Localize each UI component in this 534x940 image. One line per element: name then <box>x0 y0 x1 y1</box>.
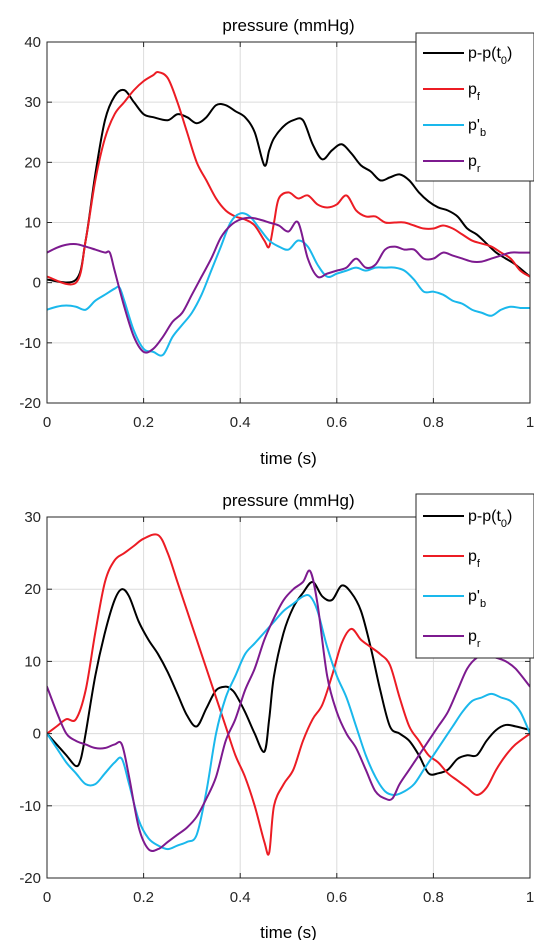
x-tick-label: 0.4 <box>230 414 251 431</box>
chart-title: pressure (mmHg) <box>222 491 354 510</box>
y-tick-label: 30 <box>24 94 41 111</box>
y-tick-label: 0 <box>33 275 41 292</box>
series-group <box>47 533 530 856</box>
chart-1: 0 0.2 0.4 0.6 0.8 1 -20 -10 0 10 20 30 40 pressure (m… <box>19 16 534 468</box>
series-line-pr <box>47 569 530 853</box>
legend-label-subscript: f <box>477 558 481 570</box>
y-tick-label: -10 <box>19 798 41 815</box>
chart-title: pressure (mmHg) <box>222 16 354 35</box>
x-tick-label: 0.8 <box>423 889 444 906</box>
legend-label-subscript: b <box>480 127 486 139</box>
y-tick-label: 0 <box>33 726 41 743</box>
x-tick-label: 0.2 <box>133 414 154 431</box>
legend-label-subscript: 0 <box>501 518 507 530</box>
legend-label-main: p <box>468 153 477 170</box>
legend-label-pr: pr <box>468 628 481 650</box>
legend-box <box>415 32 534 182</box>
legend-label-main: p' <box>468 117 480 134</box>
y-tick-label: -10 <box>19 335 41 352</box>
legend-label-pr: pr <box>468 153 481 175</box>
y-tick-label: 30 <box>24 509 41 526</box>
legend-label-tail: ) <box>507 508 512 525</box>
series-line-p_minus_p0 <box>47 580 530 776</box>
x-tick-label: 0 <box>43 414 51 431</box>
x-tick-label: 0.6 <box>326 889 347 906</box>
y-tick-label: 20 <box>24 154 41 171</box>
axes-box <box>46 516 531 879</box>
series-line-pr <box>47 216 530 354</box>
legend-label-pb: p'b <box>468 588 486 610</box>
x-axis-label: time (s) <box>260 923 317 940</box>
legend-label-pf: pf <box>468 548 481 570</box>
x-tick-label: 0 <box>43 889 51 906</box>
x-tick-label: 1 <box>526 414 534 431</box>
legend-label-pb: p'b <box>468 117 486 139</box>
legend: p-p(t0)pfp'bpr <box>415 32 534 182</box>
x-tick-label: 0.8 <box>423 414 444 431</box>
x-tick-label: 0.2 <box>133 889 154 906</box>
legend-label-main: p-p(t <box>468 508 501 525</box>
x-tick-label: 0.6 <box>326 414 347 431</box>
legend-label-subscript: r <box>477 638 481 650</box>
series-line-pf <box>47 71 530 286</box>
x-axis-label: time (s) <box>260 449 317 468</box>
x-tick-label: 0.4 <box>230 889 251 906</box>
legend-label-subscript: 0 <box>501 55 507 67</box>
legend-label-main: p <box>468 81 477 98</box>
legend-label-p_minus_p0: p-p(t0) <box>468 45 512 67</box>
y-tick-label: 40 <box>24 34 41 51</box>
series-line-pb <box>47 212 530 357</box>
y-tick-label: 10 <box>24 653 41 670</box>
chart-2: 0 0.2 0.4 0.6 0.8 1 -20 -10 0 10 20 30 pressure (mmH… <box>19 491 534 940</box>
x-tick-label: 1 <box>526 889 534 906</box>
y-tick-label: 10 <box>24 215 41 232</box>
y-tick-label: 20 <box>24 581 41 598</box>
legend-label-p_minus_p0: p-p(t0) <box>468 508 512 530</box>
legend-label-main: p <box>468 628 477 645</box>
legend-label-subscript: f <box>477 91 481 103</box>
series-group <box>47 71 530 357</box>
y-tick-label: -20 <box>19 870 41 887</box>
series-line-p_minus_p0 <box>47 88 530 284</box>
legend: p-p(t0)pfp'bpr <box>415 493 534 659</box>
legend-label-main: p <box>468 548 477 565</box>
legend-box <box>415 493 534 659</box>
series-line-pb <box>47 594 530 851</box>
legend-label-pf: pf <box>468 81 481 103</box>
legend-label-tail: ) <box>507 45 512 62</box>
legend-label-subscript: b <box>480 598 486 610</box>
series-line-pf <box>47 533 530 856</box>
y-tick-label: -20 <box>19 395 41 412</box>
legend-label-main: p-p(t <box>468 45 501 62</box>
legend-label-main: p' <box>468 588 480 605</box>
legend-label-subscript: r <box>477 163 481 175</box>
